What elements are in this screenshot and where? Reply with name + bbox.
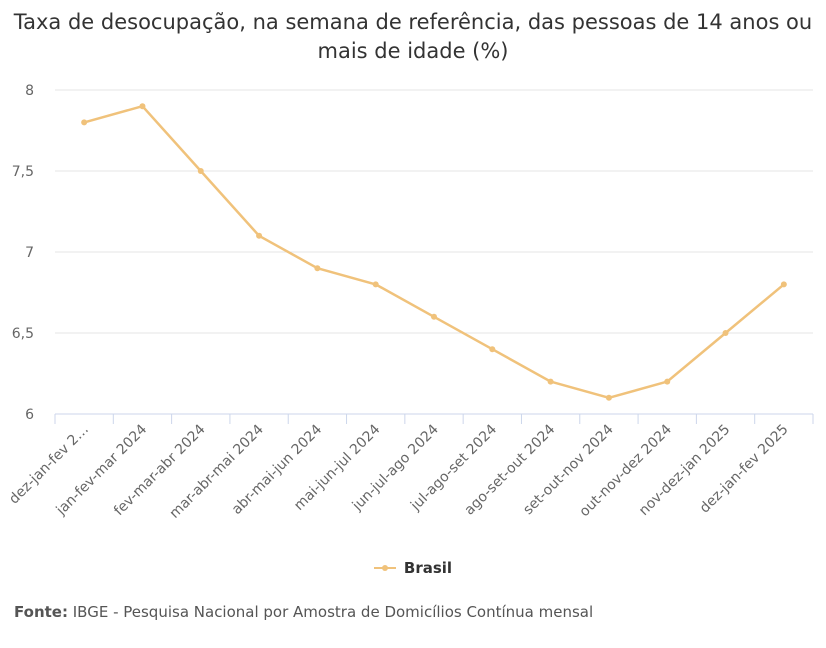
data-point xyxy=(81,119,88,126)
chart-title-line-1: Taxa de desocupação, na semana de referê… xyxy=(13,10,813,34)
chart-title: Taxa de desocupação, na semana de referê… xyxy=(0,8,826,66)
y-tick-label: 8 xyxy=(25,83,34,99)
data-point xyxy=(489,346,496,353)
legend-label: Brasil xyxy=(403,559,453,577)
y-tick-label: 7,5 xyxy=(12,164,34,180)
data-point xyxy=(547,378,554,385)
data-point xyxy=(256,232,263,239)
legend-line-icon xyxy=(373,565,396,571)
data-point xyxy=(605,394,612,401)
chart-title-line-2: mais de idade (%) xyxy=(317,39,509,63)
data-point xyxy=(722,330,729,336)
y-tick-label: 6 xyxy=(25,407,34,423)
data-point xyxy=(197,168,204,174)
y-tick-label: 6,5 xyxy=(12,326,34,342)
legend[interactable]: Brasil xyxy=(0,555,826,577)
data-point xyxy=(372,281,379,288)
data-point xyxy=(139,103,146,110)
y-tick-label: 7 xyxy=(25,245,34,261)
source-note: Fonte: IBGE - Pesquisa Nacional por Amos… xyxy=(14,603,593,621)
data-point xyxy=(780,281,787,288)
source-text: IBGE - Pesquisa Nacional por Amostra de … xyxy=(72,603,594,621)
data-point xyxy=(314,265,321,272)
data-point xyxy=(431,313,437,320)
source-label: Fonte: xyxy=(14,603,68,621)
legend-item-brasil[interactable]: Brasil xyxy=(373,559,453,577)
data-point xyxy=(664,378,671,385)
